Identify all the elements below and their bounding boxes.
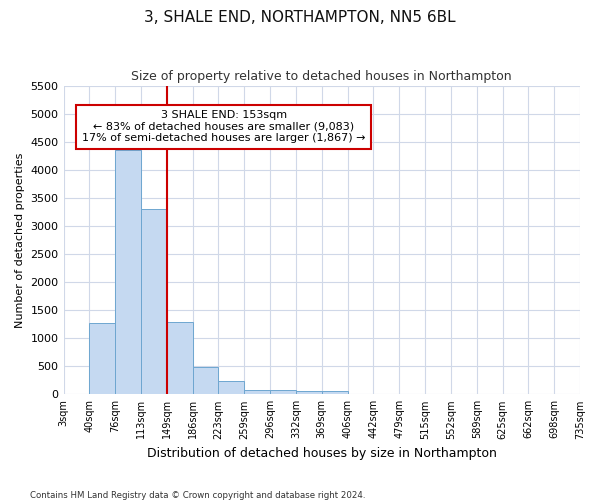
Bar — [193, 367, 218, 394]
Bar — [141, 209, 167, 394]
Bar — [296, 391, 322, 394]
Text: 3 SHALE END: 153sqm
← 83% of detached houses are smaller (9,083)
17% of semi-det: 3 SHALE END: 153sqm ← 83% of detached ho… — [82, 110, 365, 144]
Bar — [89, 323, 115, 394]
X-axis label: Distribution of detached houses by size in Northampton: Distribution of detached houses by size … — [147, 447, 497, 460]
Bar — [244, 390, 270, 394]
Title: Size of property relative to detached houses in Northampton: Size of property relative to detached ho… — [131, 70, 512, 83]
Text: 3, SHALE END, NORTHAMPTON, NN5 6BL: 3, SHALE END, NORTHAMPTON, NN5 6BL — [144, 10, 456, 25]
Bar — [115, 150, 141, 394]
Y-axis label: Number of detached properties: Number of detached properties — [15, 152, 25, 328]
Bar — [270, 390, 296, 394]
Bar — [322, 391, 347, 394]
Text: Contains HM Land Registry data © Crown copyright and database right 2024.: Contains HM Land Registry data © Crown c… — [30, 490, 365, 500]
Bar — [167, 322, 193, 394]
Bar — [218, 382, 244, 394]
